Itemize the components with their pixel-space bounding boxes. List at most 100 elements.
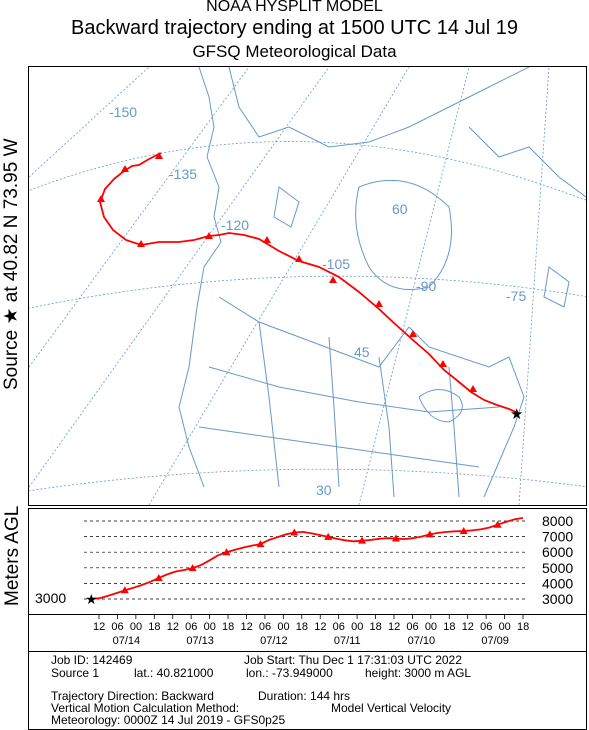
longitude-label: -75	[506, 288, 526, 304]
time-hour-label: 06	[185, 621, 197, 633]
hour-marker	[469, 385, 477, 392]
hour-marker	[205, 232, 213, 239]
trajectory-title: Backward trajectory ending at 1500 UTC 1…	[71, 17, 518, 39]
time-hour-label: 06	[259, 621, 271, 633]
trajectory-duration: Duration: 144 hrs	[258, 689, 351, 703]
trajectory-markers	[97, 152, 477, 392]
latitude-label: 30	[316, 482, 332, 498]
model-title: NOAA HYSPLIT MODEL	[206, 0, 383, 15]
hour-marker	[409, 330, 417, 337]
altitude-marker	[154, 573, 163, 581]
source-height: height: 3000 m AGL	[365, 666, 472, 680]
time-hour-label: 00	[204, 621, 216, 633]
time-hour-label: 00	[277, 621, 289, 633]
altitude-axis-label: Meters AGL	[2, 505, 23, 606]
altitude-marker	[358, 536, 367, 544]
hour-marker	[295, 255, 303, 262]
time-hour-label: 18	[517, 621, 529, 633]
hour-marker	[97, 195, 105, 202]
altitude-profile: 8000 7000 6000 5000 4000 3000 3000 ★	[28, 508, 587, 616]
longitude-label: -120	[221, 217, 249, 233]
time-hour-label: 12	[314, 621, 326, 633]
longitude-label: -105	[322, 256, 350, 272]
start-height-label: 3000	[35, 590, 66, 606]
time-axis-canvas: 12 06 00 18 12 06 00 18 12 06 00 18 12 06 00 18 12 06 00 18…	[93, 615, 529, 647]
meteorology-info: Meteorology: 0000Z 14 Jul 2019 - GFS0p25	[51, 713, 286, 727]
time-hour-label: 00	[130, 621, 142, 633]
altitude-marker	[120, 586, 129, 594]
time-hour-label: 12	[93, 621, 105, 633]
altitude-series	[90, 517, 524, 600]
time-hour-label: 18	[296, 621, 308, 633]
time-date-label: 07/10	[408, 635, 436, 647]
hour-marker	[263, 236, 271, 243]
altitude-tick-label: 4000	[542, 575, 573, 591]
altitude-marker	[493, 520, 502, 528]
source-star-icon: ★	[510, 406, 523, 423]
altitude-tick-label: 3000	[542, 591, 573, 607]
job-start: Job Start: Thu Dec 1 17:31:03 UTC 2022	[244, 653, 462, 667]
job-id: Job ID: 142469	[51, 653, 133, 667]
longitude-label: -150	[109, 104, 137, 120]
hour-marker	[155, 152, 163, 159]
altitude-marker	[391, 534, 400, 542]
time-hour-label: 00	[425, 621, 437, 633]
longitude-label: -90	[416, 278, 436, 294]
altitude-marker	[290, 528, 299, 536]
source-id: Source 1	[51, 666, 100, 680]
time-date-label: 07/09	[481, 635, 509, 647]
vertical-motion-value: Model Vertical Velocity	[331, 701, 452, 715]
altitude-marker	[256, 540, 265, 548]
time-hour-label: 18	[443, 621, 455, 633]
time-hour-label: 00	[499, 621, 511, 633]
source-lon: lon.: -73.949000	[246, 666, 333, 680]
time-axis: 12 06 00 18 12 06 00 18 12 06 00 18 12 06 00 18 12 06 00 18…	[28, 614, 587, 653]
graticule	[29, 67, 586, 505]
time-hour-label: 06	[480, 621, 492, 633]
longitude-label: -135	[169, 166, 197, 182]
altitude-marker	[324, 532, 333, 540]
hour-marker	[137, 240, 145, 247]
time-hour-label: 06	[406, 621, 418, 633]
source-location-label: Source ★ at 40.82 N 73.95 W	[1, 138, 22, 391]
time-hour-label: 18	[222, 621, 234, 633]
time-date-label: 07/14	[113, 635, 141, 647]
time-hour-label: 18	[370, 621, 382, 633]
time-hour-label: 18	[148, 621, 160, 633]
time-hour-label: 12	[240, 621, 252, 633]
map-canvas: -150 -135 -120 -105 -90 -75 60 45 30	[29, 67, 586, 505]
altitude-marker	[459, 526, 468, 534]
time-hour-label: 06	[111, 621, 123, 633]
time-hour-label: 06	[333, 621, 345, 633]
altitude-tick-label: 6000	[542, 544, 573, 560]
altitude-tick-label: 8000	[542, 513, 573, 529]
hour-marker	[375, 300, 383, 307]
hour-marker	[121, 165, 129, 172]
altitude-tick-label: 7000	[542, 529, 573, 545]
coastlines	[178, 67, 586, 498]
altitude-marker	[222, 548, 231, 556]
trajectory-path	[99, 152, 519, 414]
altitude-tick-label: 5000	[542, 560, 573, 576]
time-date-label: 07/11	[334, 635, 361, 647]
trajectory-direction: Trajectory Direction: Backward	[51, 689, 214, 703]
altitude-marker	[188, 564, 197, 572]
time-date-label: 07/13	[186, 635, 214, 647]
hour-marker	[439, 360, 447, 367]
latitude-label: 45	[354, 344, 370, 360]
time-hour-label: 12	[388, 621, 400, 633]
altitude-marker	[425, 530, 434, 538]
latitude-label: 60	[392, 201, 408, 217]
start-star-icon: ★	[85, 591, 98, 607]
vertical-motion-label: Vertical Motion Calculation Method:	[51, 701, 240, 715]
time-hour-label: 12	[462, 621, 474, 633]
time-hour-label: 00	[351, 621, 363, 633]
job-info: Job ID: 142469 Job Start: Thu Dec 1 17:3…	[28, 651, 587, 730]
trajectory-map: -150 -135 -120 -105 -90 -75 60 45 30	[28, 66, 587, 506]
time-date-label: 07/12	[260, 635, 288, 647]
hour-marker	[329, 276, 337, 283]
source-lat: lat.: 40.821000	[134, 666, 214, 680]
time-hour-label: 12	[167, 621, 179, 633]
meteorology-title: GFSQ Meteorological Data	[192, 42, 397, 61]
